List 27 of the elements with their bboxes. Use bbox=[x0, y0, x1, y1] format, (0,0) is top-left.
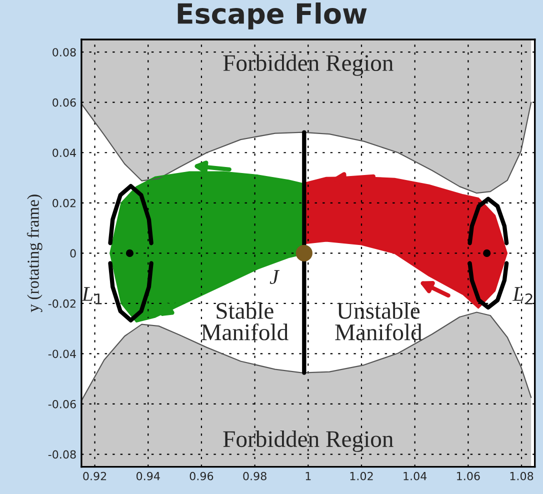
x-tick-label: 0.92 bbox=[83, 472, 106, 480]
x-tick-label: 1.08 bbox=[510, 472, 534, 480]
y-tick-label: -0.02 bbox=[48, 299, 76, 308]
annotation: Unstable Manifold bbox=[335, 302, 422, 340]
annotation: Forbidden Region bbox=[223, 54, 394, 76]
chart-title: Escape Flow bbox=[178, 2, 367, 30]
y-tick-label: 0.02 bbox=[52, 198, 76, 208]
x-tick-label: 1 bbox=[306, 472, 311, 480]
annotation: J bbox=[270, 270, 280, 284]
y-tick-label: 0.08 bbox=[52, 48, 76, 56]
x-tick-label: 0.96 bbox=[190, 472, 214, 480]
y-tick-label: -0.06 bbox=[48, 400, 76, 408]
y-tick-label: 0 bbox=[70, 249, 76, 258]
x-tick-label: 1.04 bbox=[404, 472, 427, 480]
annotation: Stable Manifold bbox=[201, 302, 288, 340]
x-tick-label: 1.02 bbox=[350, 472, 373, 480]
line-series bbox=[81, 102, 532, 194]
x-tick-label: 0.98 bbox=[243, 472, 266, 480]
y-tick-label: 0.04 bbox=[52, 148, 76, 158]
y-axis-title: y (rotating frame) bbox=[26, 194, 42, 312]
x-tick-label: 1.06 bbox=[457, 472, 480, 480]
annotation: L$_{2}$ bbox=[512, 287, 532, 304]
y-tick-label: -0.04 bbox=[48, 350, 76, 358]
annotation: Forbidden Region bbox=[223, 430, 394, 452]
y-tick-label: -0.08 bbox=[48, 450, 76, 459]
y-tick-label: 0.06 bbox=[52, 98, 76, 107]
x-tick-label: 0.94 bbox=[136, 472, 160, 480]
